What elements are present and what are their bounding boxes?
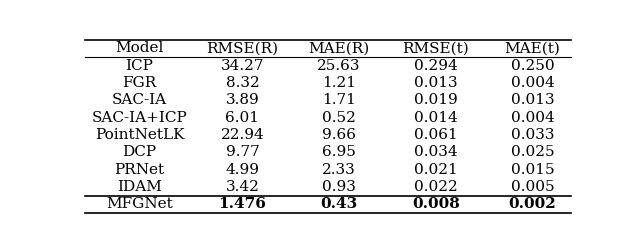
- Text: 0.004: 0.004: [511, 76, 554, 90]
- Text: 0.93: 0.93: [322, 180, 356, 194]
- Text: 0.43: 0.43: [321, 197, 358, 211]
- Text: 0.033: 0.033: [511, 128, 554, 142]
- Text: 0.061: 0.061: [414, 128, 458, 142]
- Text: 3.89: 3.89: [225, 93, 259, 107]
- Text: SAC-IA+ICP: SAC-IA+ICP: [92, 110, 188, 124]
- Text: 0.013: 0.013: [511, 93, 554, 107]
- Text: 1.71: 1.71: [322, 93, 356, 107]
- Text: FGR: FGR: [122, 76, 157, 90]
- Text: ICP: ICP: [125, 58, 154, 72]
- Text: 0.021: 0.021: [414, 162, 458, 176]
- Text: 0.294: 0.294: [414, 58, 458, 72]
- Text: 0.004: 0.004: [511, 110, 554, 124]
- Text: 0.014: 0.014: [414, 110, 458, 124]
- Text: 0.005: 0.005: [511, 180, 554, 194]
- Text: 22.94: 22.94: [221, 128, 264, 142]
- Text: 0.013: 0.013: [414, 76, 458, 90]
- Text: 0.019: 0.019: [414, 93, 458, 107]
- Text: 0.002: 0.002: [509, 197, 556, 211]
- Text: 0.022: 0.022: [414, 180, 458, 194]
- Text: Model: Model: [115, 41, 164, 55]
- Text: 0.034: 0.034: [414, 145, 458, 159]
- Text: 1.476: 1.476: [218, 197, 266, 211]
- Text: 9.66: 9.66: [322, 128, 356, 142]
- Text: 0.025: 0.025: [511, 145, 554, 159]
- Text: 0.015: 0.015: [511, 162, 554, 176]
- Text: 6.01: 6.01: [225, 110, 259, 124]
- Text: 9.77: 9.77: [225, 145, 259, 159]
- Text: RMSE(t): RMSE(t): [403, 41, 469, 55]
- Text: 0.52: 0.52: [322, 110, 356, 124]
- Text: MAE(t): MAE(t): [505, 41, 561, 55]
- Text: 4.99: 4.99: [225, 162, 259, 176]
- Text: 34.27: 34.27: [221, 58, 264, 72]
- Text: 2.33: 2.33: [323, 162, 356, 176]
- Text: 8.32: 8.32: [225, 76, 259, 90]
- Text: 6.95: 6.95: [322, 145, 356, 159]
- Text: IDAM: IDAM: [117, 180, 162, 194]
- Text: SAC-IA: SAC-IA: [112, 93, 167, 107]
- Text: PointNetLK: PointNetLK: [95, 128, 184, 142]
- Text: 3.42: 3.42: [225, 180, 259, 194]
- Text: 0.250: 0.250: [511, 58, 554, 72]
- Text: RMSE(R): RMSE(R): [206, 41, 278, 55]
- Text: 0.008: 0.008: [412, 197, 460, 211]
- Text: DCP: DCP: [122, 145, 157, 159]
- Text: MFGNet: MFGNet: [106, 197, 173, 211]
- Text: 25.63: 25.63: [317, 58, 361, 72]
- Text: 1.21: 1.21: [322, 76, 356, 90]
- Text: PRNet: PRNet: [115, 162, 164, 176]
- Text: MAE(R): MAE(R): [308, 41, 370, 55]
